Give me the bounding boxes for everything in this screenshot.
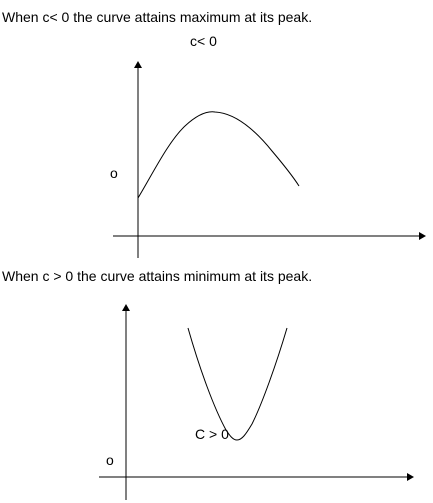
curve-label-c-positive: C > 0 (195, 426, 229, 442)
caption-minimum: When c > 0 the curve attains minimum at … (2, 268, 313, 284)
graph-maximum: c< 0 o (110, 33, 426, 258)
caption-maximum: When c< 0 the curve attains maximum at i… (2, 9, 313, 25)
downward-parabola-curve (137, 111, 300, 199)
graph-title-c-negative: c< 0 (190, 33, 217, 49)
graph-minimum: o C > 0 (99, 304, 414, 500)
origin-label-top: o (110, 165, 118, 181)
upward-parabola-curve (187, 327, 288, 441)
origin-label-bottom: o (106, 452, 114, 468)
